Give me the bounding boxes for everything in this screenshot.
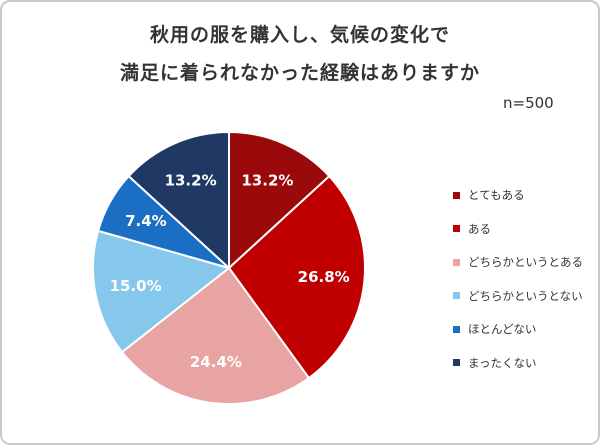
legend-item-3: どちらかというとない xyxy=(453,289,583,303)
pie-slice-2 xyxy=(120,266,311,406)
sample-size-label: n=500 xyxy=(503,94,554,112)
slice-value-label-5: 13.2% xyxy=(165,171,217,189)
legend-item-1: ある xyxy=(453,222,583,236)
legend-swatch-3 xyxy=(453,292,460,300)
pie-slice-1 xyxy=(227,174,366,380)
legend-item-4: ほとんどない xyxy=(453,322,583,336)
pie-slice-5 xyxy=(127,130,230,271)
slice-value-label-1: 26.8% xyxy=(298,268,350,286)
legend-label-4: ほとんどない xyxy=(468,322,537,337)
legend-item-5: まったくない xyxy=(453,356,583,370)
slice-value-label-2: 24.4% xyxy=(190,353,242,371)
legend-item-0: とてもある xyxy=(453,188,583,202)
legend-label-1: ある xyxy=(468,221,491,236)
legend-label-0: とてもある xyxy=(468,188,525,202)
chart-title-line-2: 満足に着られなかった経験はありますか xyxy=(119,62,480,84)
legend-label-3: どちらかというとない xyxy=(468,288,583,303)
legend-swatch-4 xyxy=(453,325,460,333)
slice-value-label-4: 7.4% xyxy=(125,212,167,230)
slice-value-label-3: 15.0% xyxy=(110,277,162,295)
legend-swatch-2 xyxy=(453,258,460,266)
pie-slice-3 xyxy=(91,229,232,354)
slice-value-label-0: 13.2% xyxy=(241,171,293,189)
pie-slice-0 xyxy=(228,130,331,271)
legend: とてもある ある どちらかというとある どちらかというとない ほとんどない まっ… xyxy=(453,188,583,390)
legend-label-2: どちらかというとある xyxy=(468,255,583,270)
legend-label-5: まったくない xyxy=(468,355,537,370)
legend-swatch-0 xyxy=(453,191,460,199)
legend-item-2: どちらかというとある xyxy=(453,255,583,269)
chart-title-line-1: 秋用の服を購入し、気候の変化で xyxy=(149,24,450,46)
legend-swatch-5 xyxy=(453,359,460,367)
legend-swatch-1 xyxy=(453,225,460,233)
